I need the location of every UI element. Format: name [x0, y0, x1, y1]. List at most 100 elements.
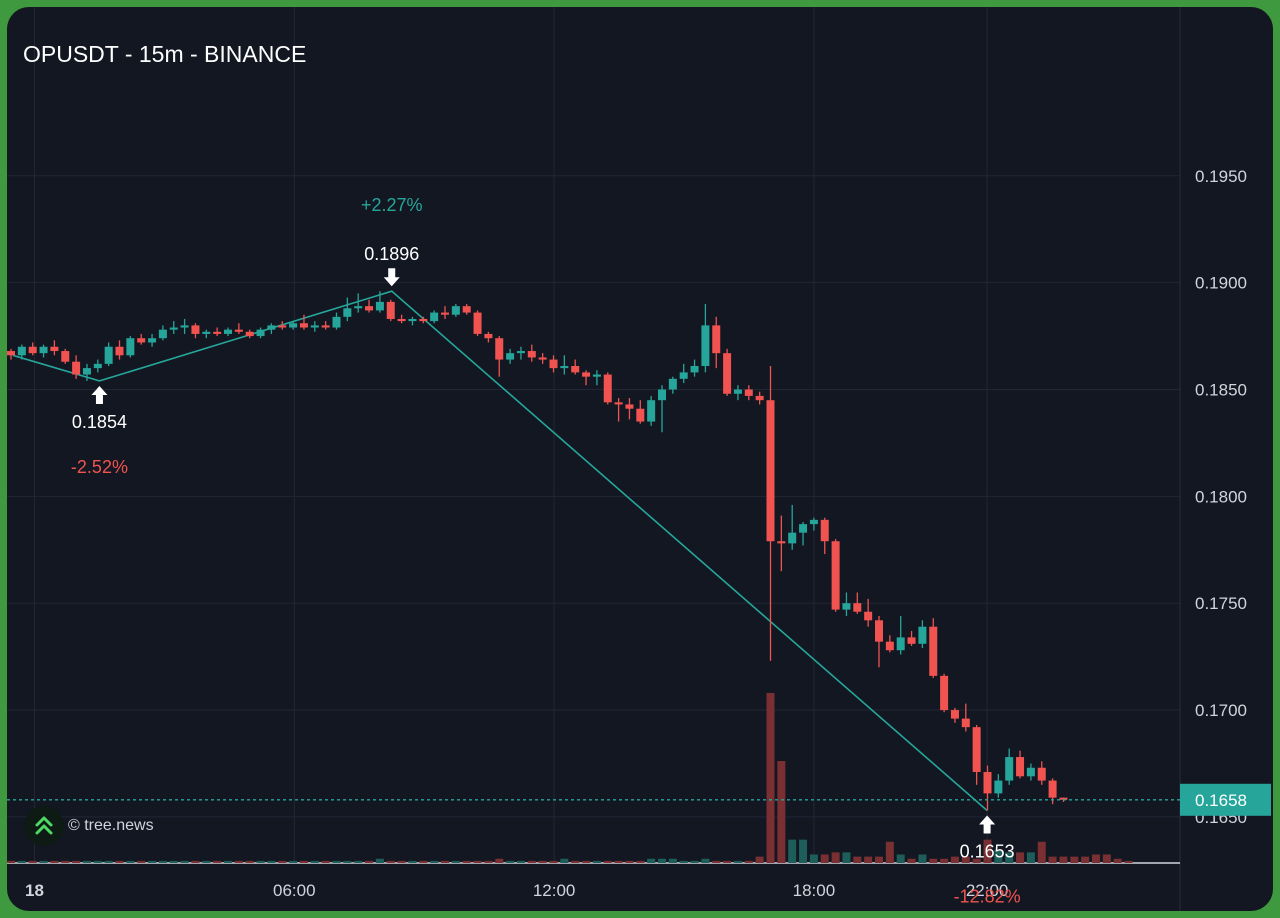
- arrow-down-icon: [383, 268, 400, 287]
- volume-bar: [1026, 852, 1035, 863]
- volume-bar: [918, 854, 927, 863]
- volume-bar: [430, 860, 439, 863]
- candle-body: [842, 603, 851, 610]
- volume-bar: [603, 860, 612, 863]
- candle-body: [538, 357, 547, 360]
- volume-bar: [462, 860, 471, 863]
- volume-bar: [1102, 854, 1111, 863]
- volume-bar: [126, 860, 135, 863]
- candle-body: [213, 331, 222, 334]
- volume-bar: [72, 860, 81, 863]
- chart-title: OPUSDT - 15m - BINANCE: [23, 41, 307, 67]
- volume-bar: [744, 860, 753, 863]
- volume-bar: [7, 860, 15, 863]
- volume-bar: [940, 858, 949, 863]
- candle-body: [647, 400, 656, 422]
- volume-bar: [766, 693, 775, 863]
- candle-body: [755, 395, 764, 401]
- volume-bar: [723, 860, 732, 863]
- candle-body: [679, 372, 688, 379]
- volume-bar: [896, 854, 905, 863]
- candle-body: [614, 402, 623, 405]
- candle-body: [799, 524, 808, 533]
- candle-body: [885, 641, 894, 651]
- volume-bar: [625, 860, 634, 863]
- candle-body: [961, 718, 970, 728]
- candle-body: [28, 346, 37, 354]
- volume-bar: [1070, 856, 1079, 863]
- candle-body: [50, 346, 59, 352]
- volume-bar: [712, 860, 721, 863]
- volume-bar: [256, 860, 265, 863]
- candle-body: [17, 346, 26, 356]
- volume-bar: [234, 860, 243, 863]
- candle-body: [788, 532, 797, 544]
- x-tick-label: 18:00: [793, 881, 836, 900]
- volume-bar: [668, 858, 677, 863]
- zigzag-line: [12, 290, 988, 812]
- volume-bar: [310, 860, 319, 863]
- volume-bar: [907, 858, 916, 863]
- candle-body: [267, 325, 276, 330]
- candle-body: [441, 312, 449, 315]
- volume-bar: [647, 858, 656, 863]
- percent-change-label: -2.52%: [71, 457, 128, 477]
- volume-bar: [484, 860, 493, 863]
- watermark-text: © tree.news: [68, 817, 154, 834]
- volume-bar: [853, 856, 862, 863]
- volume-bar: [1037, 841, 1046, 863]
- volume-bar: [28, 860, 37, 863]
- volume-bar: [538, 860, 547, 863]
- candle-body: [809, 519, 818, 525]
- volume-bar: [842, 852, 851, 863]
- volume-bar: [994, 850, 1003, 863]
- candle-body: [603, 374, 612, 403]
- volume-bar: [582, 860, 591, 863]
- candle-body: [864, 611, 873, 621]
- candle-body: [137, 338, 146, 343]
- candle-body: [712, 325, 721, 354]
- pivot-price-label: 0.1653: [960, 841, 1015, 861]
- candle-body: [929, 626, 938, 676]
- volume-bar: [169, 860, 178, 863]
- volume-bar: [1005, 852, 1014, 863]
- candle-body: [202, 331, 211, 334]
- candle-body: [549, 359, 558, 369]
- volume-bar: [158, 860, 167, 863]
- arrow-up-icon: [91, 385, 108, 404]
- volume-bar: [636, 860, 645, 863]
- candle-body: [1005, 757, 1014, 781]
- volume-bar: [820, 854, 829, 863]
- candle-body: [289, 323, 298, 328]
- x-tick-label: 12:00: [533, 881, 576, 900]
- volume-bar: [224, 860, 232, 863]
- y-tick-label: 0.1700: [1195, 701, 1247, 720]
- volume-bar: [788, 839, 797, 863]
- volume-bar: [245, 860, 254, 863]
- volume-bar: [82, 860, 91, 863]
- candle-body: [831, 541, 840, 610]
- candle-body: [419, 318, 428, 322]
- candle-body: [473, 312, 482, 334]
- volume-bar: [571, 860, 580, 863]
- volume-bar: [191, 860, 200, 863]
- candle-body: [690, 365, 699, 373]
- volume-bar: [875, 856, 883, 863]
- candle-body: [636, 408, 645, 422]
- volume-bar: [864, 856, 873, 863]
- volume-bar: [289, 860, 298, 863]
- price-chart[interactable]: 0.16000.16500.17000.17500.18000.18500.19…: [7, 7, 1273, 911]
- candle-body: [625, 404, 634, 409]
- candle-body: [658, 389, 666, 401]
- volume-bar: [831, 852, 840, 863]
- candle-body: [820, 519, 829, 542]
- candle-body: [1026, 767, 1035, 777]
- pivot-price-label: 0.1896: [364, 244, 419, 264]
- candle-body: [723, 353, 732, 394]
- volume-bar: [419, 860, 428, 863]
- volume-bar: [950, 856, 959, 863]
- candle-body: [853, 603, 862, 612]
- candle-body: [321, 325, 330, 328]
- last-price-label: 0.1658: [1195, 791, 1247, 810]
- volume-bar: [451, 860, 460, 863]
